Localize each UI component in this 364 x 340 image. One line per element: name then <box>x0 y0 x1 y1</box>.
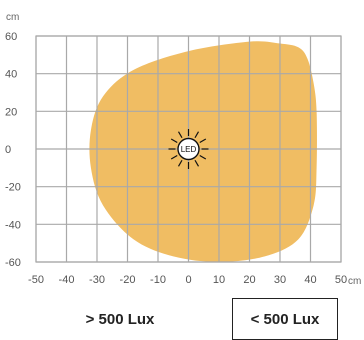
x-tick-label: 30 <box>274 274 286 286</box>
x-tick-label: 10 <box>213 274 225 286</box>
x-tick-label: 50 <box>335 274 347 286</box>
led-ray <box>199 138 207 144</box>
led-circle <box>177 137 200 161</box>
y-tick-label: -20 <box>5 182 21 194</box>
led-ray <box>170 154 178 160</box>
y-tick-label: 60 <box>5 31 17 43</box>
x-tick-label: 40 <box>304 274 316 286</box>
y-tick-label: 20 <box>5 106 17 118</box>
x-tick-label: 20 <box>243 274 255 286</box>
legend-low-lux: < 500 Lux <box>232 298 338 340</box>
y-tick-label: -40 <box>5 219 21 231</box>
x-tick-label: -40 <box>59 274 75 286</box>
led-ray <box>194 131 200 139</box>
led-ray <box>194 159 200 167</box>
y-tick-label: -60 <box>5 257 21 269</box>
x-tick-label: 0 <box>185 274 191 286</box>
led-label: LED <box>181 145 197 154</box>
led-source-icon: LED <box>168 129 209 169</box>
grid-border <box>35 35 342 263</box>
x-tick-label: -10 <box>150 274 166 286</box>
y-tick-label: 0 <box>5 144 11 156</box>
illumination-diagram: LED cm 60 40 20 0 -20 -40 -60 -50 -40 -30 -20 -10 0 10… <box>5 12 361 287</box>
led-ray <box>177 131 183 139</box>
led-ray <box>177 159 183 167</box>
y-unit-label: cm <box>6 12 19 23</box>
illumination-zone-above-500-lux <box>89 41 317 263</box>
x-tick-label: -20 <box>120 274 136 286</box>
y-tick-label: 40 <box>5 69 17 81</box>
legend-high-lux: > 500 Lux <box>85 310 155 328</box>
x-tick-label: -30 <box>89 274 105 286</box>
x-tick-label: -50 <box>28 274 44 286</box>
led-ray <box>199 154 207 160</box>
led-ray <box>170 138 178 144</box>
x-unit-label: cm <box>348 276 361 287</box>
